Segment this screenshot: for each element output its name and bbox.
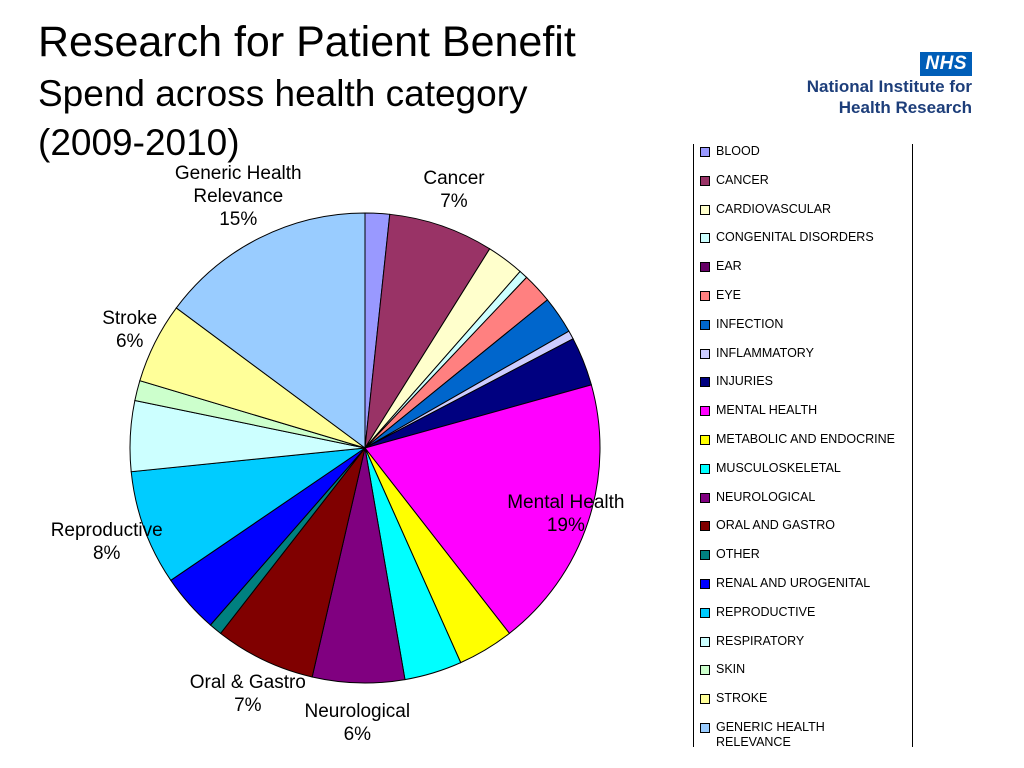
legend-item-neurological: NEUROLOGICAL — [700, 490, 815, 505]
legend-item-congenital-disorders: CONGENITAL DISORDERS — [700, 230, 874, 245]
legend-item-reproductive: REPRODUCTIVE — [700, 605, 815, 620]
legend-label: MUSCULOSKELETAL — [716, 460, 841, 475]
legend-label: REPRODUCTIVE — [716, 604, 816, 619]
legend-item-metabolic-and-endocrine: METABOLIC AND ENDOCRINE — [700, 432, 895, 447]
legend-item-infection: INFECTION — [700, 317, 783, 332]
legend-label: NEUROLOGICAL — [716, 489, 816, 504]
legend-swatch — [700, 636, 710, 647]
slice-label-cancer: Cancer 7% — [423, 168, 485, 213]
legend-label: INFECTION — [716, 316, 784, 331]
legend-item-cancer: CANCER — [700, 173, 769, 188]
legend-label: CANCER — [716, 172, 769, 187]
legend-label: STROKE — [716, 691, 768, 706]
legend-label: CARDIOVASCULAR — [716, 201, 832, 216]
legend-swatch — [700, 147, 710, 157]
legend-swatch — [700, 377, 710, 388]
pie-slice-oral-and-gastro — [219, 447, 366, 678]
legend-swatch — [700, 319, 710, 330]
logo-line-2: Health Research — [838, 98, 972, 117]
legend-swatch — [700, 435, 710, 445]
legend-item-injuries: INJURIES — [700, 374, 773, 389]
legend-item-generic-health-relevance: GENERIC HEALTH RELEVANCE — [700, 720, 825, 750]
legend-label: RESPIRATORY — [716, 633, 805, 648]
legend-swatch — [700, 406, 710, 417]
legend-swatch — [700, 262, 710, 273]
pie-slice-cancer — [364, 213, 491, 449]
legend-label: BLOOD — [716, 144, 760, 158]
nhs-logo-icon: NHS — [920, 52, 972, 76]
legend-label: MENTAL HEALTH — [716, 403, 818, 418]
legend-swatch — [700, 607, 710, 618]
legend-swatch — [700, 579, 710, 589]
legend-swatch — [700, 175, 710, 186]
legend-label: INJURIES — [716, 374, 773, 389]
legend-label: EYE — [716, 288, 742, 302]
legend-label: SKIN — [716, 662, 746, 677]
page-period: (2009-2010) — [38, 122, 240, 163]
pie-slice-generic-health-relevance — [175, 212, 366, 449]
legend-swatch — [700, 204, 710, 215]
page-title: Research for Patient Benefit — [38, 18, 576, 66]
legend-swatch — [700, 723, 710, 733]
slice-label-mental-health: Mental Health 19% — [507, 492, 625, 537]
legend-label: ORAL AND GASTRO — [716, 518, 836, 533]
pie-slice-mental-health — [364, 384, 601, 635]
legend-item-mental-health: MENTAL HEALTH — [700, 403, 817, 418]
legend-swatch — [700, 463, 710, 474]
legend-label: CONGENITAL DISORDERS — [716, 230, 874, 245]
legend-item-stroke: STROKE — [700, 691, 767, 706]
legend-item-inflammatory: INFLAMMATORY — [700, 346, 814, 361]
legend-item-skin: SKIN — [700, 662, 745, 677]
slice-label-neurological: Neurological 6% — [304, 700, 411, 745]
legend-item-respiratory: RESPIRATORY — [700, 634, 804, 649]
legend-item-oral-and-gastro: ORAL AND GASTRO — [700, 518, 835, 533]
slice-label-generic-health-relevance: Generic Health Relevance 15% — [174, 162, 302, 230]
legend-item-cardiovascular: CARDIOVASCULAR — [700, 202, 831, 217]
nihr-logo: NHS National Institute for Health Resear… — [782, 52, 972, 118]
slice-label-reproductive: Reproductive 8% — [50, 520, 163, 565]
legend-swatch — [700, 291, 710, 301]
legend-label: EAR — [716, 259, 742, 274]
slice-label-oral-and-gastro: Oral & Gastro 7% — [189, 672, 306, 717]
legend-item-ear: EAR — [700, 259, 742, 274]
legend-label: RENAL AND UROGENITAL — [716, 576, 871, 590]
legend-item-musculoskeletal: MUSCULOSKELETAL — [700, 461, 841, 476]
legend-label: METABOLIC AND ENDOCRINE — [716, 432, 895, 446]
legend-swatch — [700, 521, 710, 532]
legend-item-other: OTHER — [700, 547, 760, 562]
legend-item-eye: EYE — [700, 288, 741, 303]
page-subtitle: Spend across health category — [38, 73, 528, 114]
legend-swatch — [700, 233, 710, 244]
legend-swatch — [700, 550, 710, 561]
legend-item-blood: BLOOD — [700, 144, 760, 159]
logo-line-1: National Institute for — [806, 77, 972, 96]
chart-legend: BLOOD CANCER CARDIOVASCULAR CONGENITAL DISO… — [693, 144, 913, 750]
legend-swatch — [700, 665, 710, 676]
legend-swatch — [700, 492, 710, 503]
legend-swatch — [700, 348, 710, 359]
legend-label: OTHER — [716, 547, 760, 562]
legend-item-renal-and-urogenital: RENAL AND UROGENITAL — [700, 576, 870, 591]
title-block: Research for Patient Benefit Spend acros… — [38, 14, 576, 168]
pie-slice-reproductive — [130, 447, 366, 582]
legend-swatch — [700, 694, 710, 705]
legend-label: GENERIC HEALTH RELEVANCE — [716, 720, 825, 749]
legend-label: INFLAMMATORY — [716, 345, 814, 360]
slice-label-stroke: Stroke 6% — [102, 308, 158, 353]
